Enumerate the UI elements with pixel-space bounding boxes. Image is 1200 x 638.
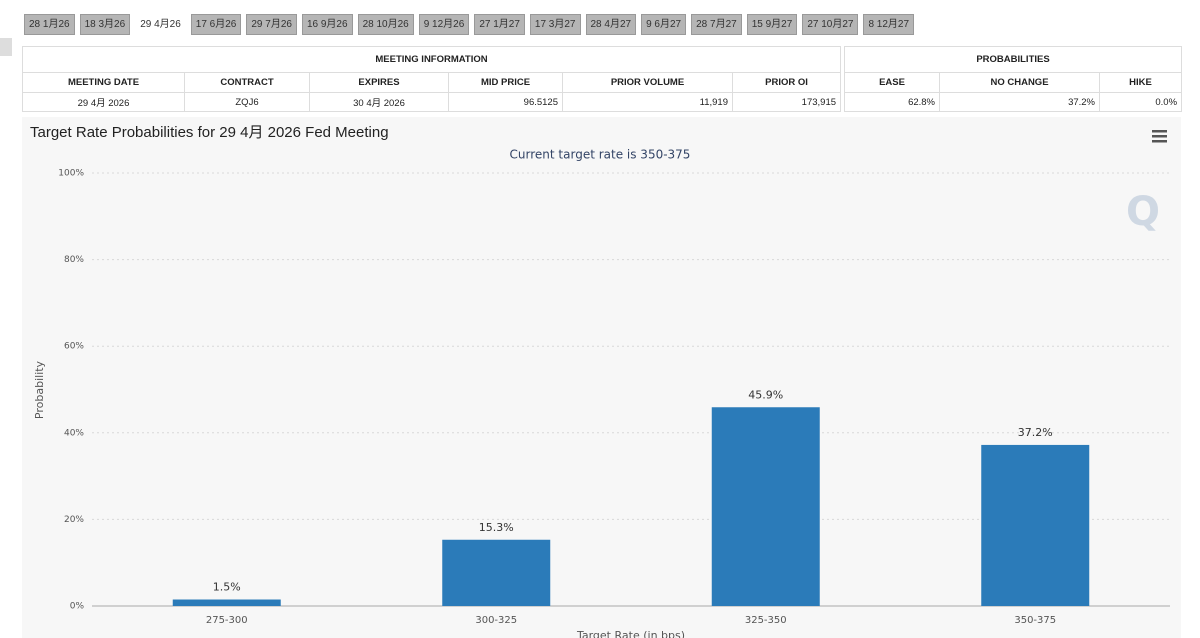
data-cell: 0.0%: [1098, 92, 1183, 112]
table-title: MEETING INFORMATION: [21, 46, 842, 73]
data-label: 15.3%: [479, 521, 514, 534]
y-tick-label: 40%: [64, 428, 84, 438]
date-tab[interactable]: 18 3月26: [79, 14, 131, 35]
data-cell: 96.5125: [448, 92, 563, 112]
bar: [981, 444, 1090, 606]
y-tick-label: 0%: [70, 602, 85, 612]
y-tick-label: 80%: [64, 255, 84, 265]
date-tab[interactable]: 28 10月26: [357, 14, 414, 35]
date-tab[interactable]: 15 9月27: [746, 14, 798, 35]
data-label: 37.2%: [1018, 426, 1053, 439]
tab-bar: 28 1月26 18 3月26 29 4月26 17 6月26 29 7月26 16 9月…: [24, 14, 915, 35]
bar: [172, 599, 281, 606]
menu-bar[interactable]: [1152, 135, 1167, 138]
y-tick-label: 100%: [58, 169, 84, 179]
date-tab[interactable]: 28 1月26: [24, 14, 75, 35]
chart-subtitle: Current target rate is 350-375: [510, 148, 691, 162]
date-tab[interactable]: 17 3月27: [529, 14, 581, 35]
data-cell: 173,915: [731, 92, 842, 112]
x-axis-title: Target Rate (in bps): [576, 629, 685, 638]
menu-bar[interactable]: [1152, 130, 1167, 133]
data-row: 62.8% 37.2% 0.0%: [844, 92, 1183, 112]
side-handle: [0, 38, 12, 56]
x-tick-label: 300-325: [475, 615, 517, 626]
date-tab[interactable]: 16 9月26: [301, 14, 353, 35]
probabilities-table: PROBABILITIES EASE NO CHANGE HIKE 62.8% 37.2%…: [843, 46, 1183, 112]
header-row: MEETING DATE CONTRACT EXPIRES MID PRICE PRIO…: [22, 72, 842, 93]
date-tab[interactable]: 27 10月27: [802, 14, 859, 35]
title-row: MEETING INFORMATION: [21, 46, 842, 73]
date-tab[interactable]: 9 12月26: [418, 14, 470, 35]
date-tab[interactable]: 28 7月27: [691, 14, 742, 35]
data-label: 45.9%: [748, 388, 783, 401]
y-tick-label: 20%: [64, 515, 84, 525]
bar: [711, 407, 820, 606]
date-tab[interactable]: 29 4月26: [135, 14, 186, 35]
data-cell: 29 4月 2026: [22, 92, 185, 112]
x-tick-label: 275-300: [206, 615, 248, 626]
y-axis-title: Probability: [33, 360, 46, 419]
menu-bar[interactable]: [1152, 140, 1167, 143]
date-tab[interactable]: 29 7月26: [246, 14, 297, 35]
watermark: Q: [1126, 189, 1160, 235]
data-cell: 30 4月 2026: [309, 92, 449, 112]
menu-icon[interactable]: [1152, 130, 1167, 143]
x-tick-label: 325-350: [745, 615, 787, 626]
chart-title: Target Rate Probabilities for 29 4月 2026…: [30, 124, 389, 141]
data-label: 1.5%: [213, 581, 241, 594]
data-cell: 37.2%: [939, 92, 1100, 112]
date-tab[interactable]: 8 12月27: [863, 14, 915, 35]
date-tab[interactable]: 17 6月26: [190, 14, 242, 35]
bar: [442, 539, 551, 606]
meeting-information-table: MEETING INFORMATION MEETING DATE CONTRACT E…: [21, 46, 842, 112]
data-row: 29 4月 2026 ZQJ6 30 4月 2026 96.5125 11,919 173…: [22, 92, 842, 112]
date-tab[interactable]: 27 1月27: [474, 14, 525, 35]
date-tab[interactable]: 28 4月27: [585, 14, 637, 35]
y-tick-label: 60%: [64, 342, 84, 352]
date-tab[interactable]: 9 6月27: [641, 14, 687, 35]
x-tick-label: 350-375: [1014, 615, 1056, 626]
